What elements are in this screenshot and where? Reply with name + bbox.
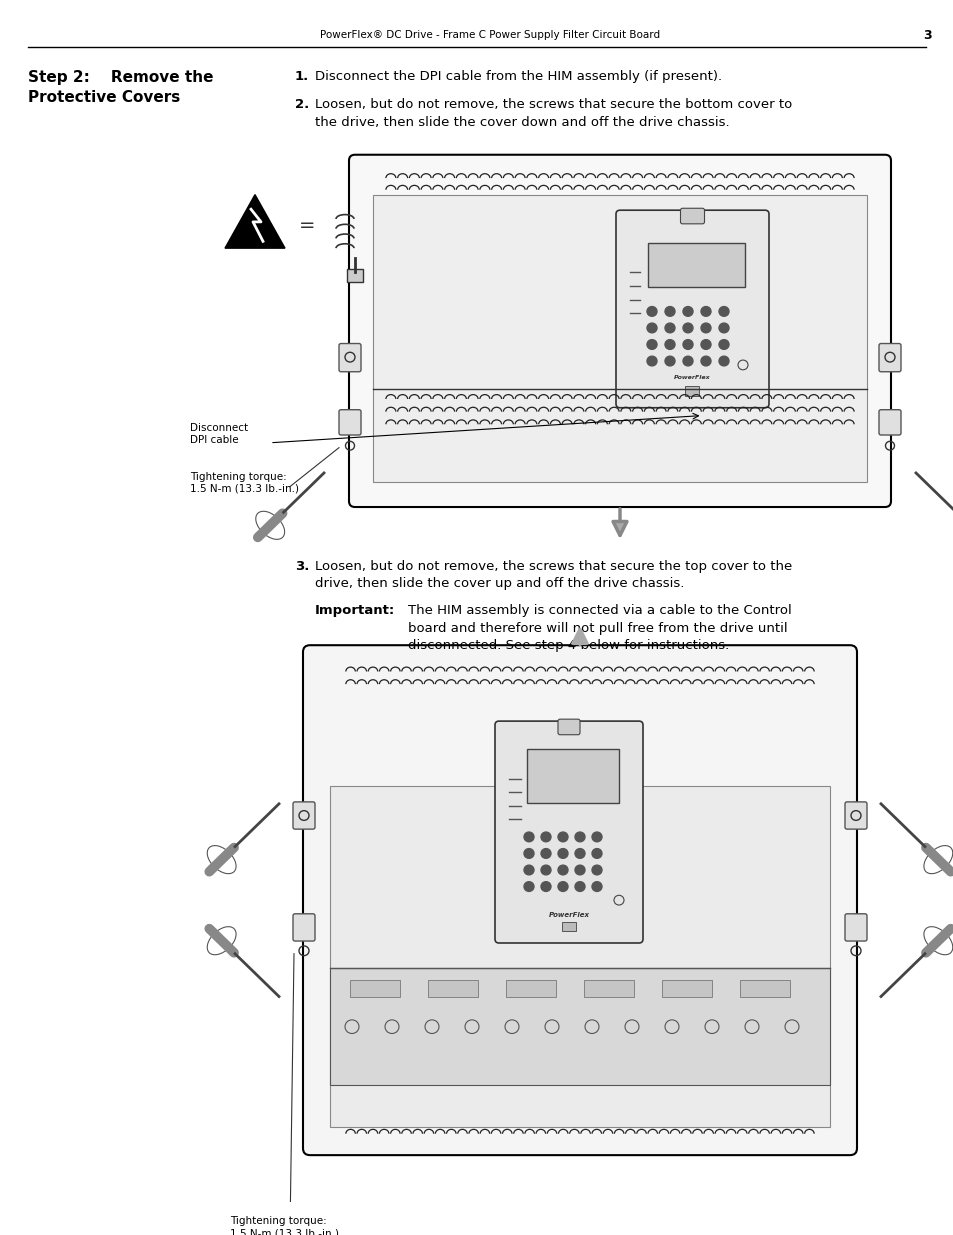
Text: Important:: Important: <box>314 604 395 618</box>
Text: Disconnect the DPI cable from the HIM assembly (if present).: Disconnect the DPI cable from the HIM as… <box>314 70 721 83</box>
Circle shape <box>700 356 710 366</box>
Text: PowerFlex: PowerFlex <box>548 911 589 918</box>
Bar <box>647 243 744 287</box>
Bar <box>505 979 556 998</box>
FancyBboxPatch shape <box>844 914 866 941</box>
Circle shape <box>540 848 551 858</box>
Circle shape <box>719 340 728 350</box>
Circle shape <box>592 882 601 892</box>
Circle shape <box>682 340 692 350</box>
Bar <box>583 979 634 998</box>
FancyBboxPatch shape <box>878 410 900 435</box>
Circle shape <box>575 832 584 842</box>
Circle shape <box>664 324 675 332</box>
Circle shape <box>575 848 584 858</box>
Text: disconnected. See step 4 below for instructions.: disconnected. See step 4 below for instr… <box>408 640 728 652</box>
Circle shape <box>664 356 675 366</box>
Circle shape <box>646 324 657 332</box>
FancyBboxPatch shape <box>616 210 768 408</box>
Circle shape <box>592 848 601 858</box>
Text: Tightening torque:
1.5 N-m (13.3 lb.-in.): Tightening torque: 1.5 N-m (13.3 lb.-in.… <box>230 1216 338 1235</box>
Circle shape <box>540 882 551 892</box>
Bar <box>350 979 399 998</box>
Text: the drive, then slide the cover down and off the drive chassis.: the drive, then slide the cover down and… <box>314 116 729 128</box>
Circle shape <box>523 882 534 892</box>
Bar <box>740 979 789 998</box>
Text: 1.: 1. <box>294 70 309 83</box>
FancyBboxPatch shape <box>679 209 703 224</box>
FancyBboxPatch shape <box>293 914 314 941</box>
Text: Step 2:    Remove the: Step 2: Remove the <box>28 70 213 85</box>
Circle shape <box>646 356 657 366</box>
FancyBboxPatch shape <box>878 343 900 372</box>
Circle shape <box>540 866 551 874</box>
Circle shape <box>646 306 657 316</box>
Text: The HIM assembly is connected via a cable to the Control: The HIM assembly is connected via a cabl… <box>408 604 791 618</box>
Text: board and therefore will not pull free from the drive until: board and therefore will not pull free f… <box>408 622 787 635</box>
Bar <box>347 268 363 283</box>
Bar <box>373 195 866 482</box>
Circle shape <box>575 882 584 892</box>
Circle shape <box>682 324 692 332</box>
Bar <box>330 787 829 1126</box>
Circle shape <box>575 866 584 874</box>
Circle shape <box>719 306 728 316</box>
FancyBboxPatch shape <box>293 802 314 829</box>
Circle shape <box>523 866 534 874</box>
Circle shape <box>664 306 675 316</box>
Circle shape <box>700 306 710 316</box>
Circle shape <box>558 848 567 858</box>
Text: PowerFlex® DC Drive - Frame C Power Supply Filter Circuit Board: PowerFlex® DC Drive - Frame C Power Supp… <box>319 30 659 40</box>
FancyBboxPatch shape <box>303 645 856 1155</box>
Circle shape <box>700 340 710 350</box>
Text: 2.: 2. <box>294 99 309 111</box>
Circle shape <box>719 356 728 366</box>
Circle shape <box>592 866 601 874</box>
Bar <box>330 968 829 1086</box>
Bar <box>661 979 711 998</box>
Bar <box>561 921 576 931</box>
FancyBboxPatch shape <box>844 802 866 829</box>
Text: 3.: 3. <box>294 559 309 573</box>
Text: Loosen, but do not remove, the screws that secure the bottom cover to: Loosen, but do not remove, the screws th… <box>314 99 791 111</box>
Circle shape <box>558 882 567 892</box>
Text: 3: 3 <box>923 28 931 42</box>
FancyBboxPatch shape <box>338 343 360 372</box>
Circle shape <box>558 832 567 842</box>
Bar <box>685 387 699 396</box>
FancyBboxPatch shape <box>349 154 890 508</box>
Circle shape <box>719 324 728 332</box>
Text: Tightening torque:
1.5 N-m (13.3 lb.-in.): Tightening torque: 1.5 N-m (13.3 lb.-in.… <box>190 472 298 494</box>
Polygon shape <box>225 195 285 248</box>
Text: drive, then slide the cover up and off the drive chassis.: drive, then slide the cover up and off t… <box>314 577 683 590</box>
Text: Protective Covers: Protective Covers <box>28 89 180 105</box>
Text: Disconnect
DPI cable: Disconnect DPI cable <box>190 424 248 445</box>
FancyBboxPatch shape <box>338 410 360 435</box>
Bar <box>428 979 477 998</box>
Circle shape <box>664 340 675 350</box>
FancyBboxPatch shape <box>558 719 579 735</box>
FancyBboxPatch shape <box>495 721 642 944</box>
Circle shape <box>523 848 534 858</box>
Text: =: = <box>298 216 314 236</box>
Circle shape <box>558 866 567 874</box>
Circle shape <box>523 832 534 842</box>
Circle shape <box>700 324 710 332</box>
Text: Loosen, but do not remove, the screws that secure the top cover to the: Loosen, but do not remove, the screws th… <box>314 559 791 573</box>
Bar <box>526 750 618 803</box>
Text: PowerFlex: PowerFlex <box>674 375 710 380</box>
Circle shape <box>682 356 692 366</box>
Circle shape <box>646 340 657 350</box>
Circle shape <box>540 832 551 842</box>
Circle shape <box>682 306 692 316</box>
Circle shape <box>592 832 601 842</box>
